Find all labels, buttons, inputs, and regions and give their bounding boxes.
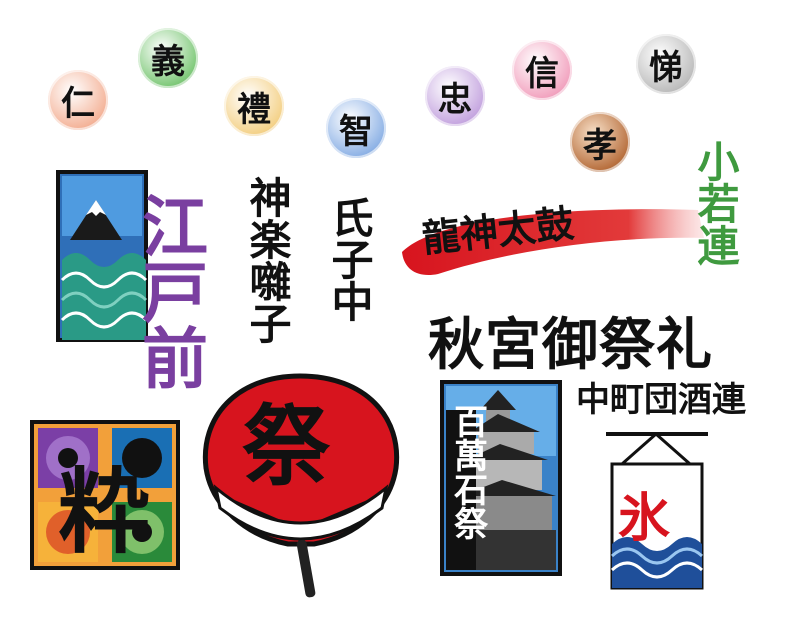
iki-panel (30, 420, 180, 570)
virtue-char: 禮 (237, 89, 271, 130)
virtue-char: 仁 (61, 83, 95, 124)
virtue-char: 悌 (649, 47, 683, 88)
virtue-orb-ko: 孝 (570, 112, 630, 172)
kagura-hayashi-text: 神楽囃子 (243, 176, 292, 344)
iki-text: 粋 (58, 458, 151, 566)
virtue-char: 義 (151, 41, 185, 82)
ujikochu-text: 氏子中 (325, 196, 374, 322)
edomae-text: 江戸前 (131, 192, 209, 390)
uchiwa-fan (202, 373, 400, 598)
virtue-orb-gi: 義 (138, 28, 198, 88)
hyakumangoku-panel (440, 380, 562, 576)
kori-text: 氷 (618, 488, 671, 549)
kowakaren-text: 小若連 (691, 140, 740, 266)
ryujin-brush-stroke (402, 209, 704, 276)
hyakumangoku-text: 百萬石祭 (447, 404, 488, 540)
akimiya-gosairei-text: 秋宮御祭礼 (428, 312, 713, 378)
kori-flag (606, 432, 708, 590)
nakamachi-text: 中町団酒連 (576, 380, 746, 420)
virtue-orb-jin: 仁 (48, 70, 108, 130)
virtue-char: 信 (525, 53, 559, 94)
fan-handle-icon (296, 539, 316, 598)
virtue-char: 智 (339, 111, 373, 152)
virtue-orb-shin: 信 (512, 40, 572, 100)
edomae-fuji-panel (56, 170, 148, 342)
virtue-char: 孝 (583, 125, 617, 166)
matsuri-text: 祭 (242, 394, 331, 498)
virtue-orb-rei: 禮 (224, 76, 284, 136)
mount-fuji-icon (70, 200, 122, 240)
virtue-orb-tei: 悌 (636, 34, 696, 94)
virtue-char: 忠 (438, 79, 472, 120)
virtue-orb-chi: 智 (326, 98, 386, 158)
virtue-orb-chu: 忠 (425, 66, 485, 126)
